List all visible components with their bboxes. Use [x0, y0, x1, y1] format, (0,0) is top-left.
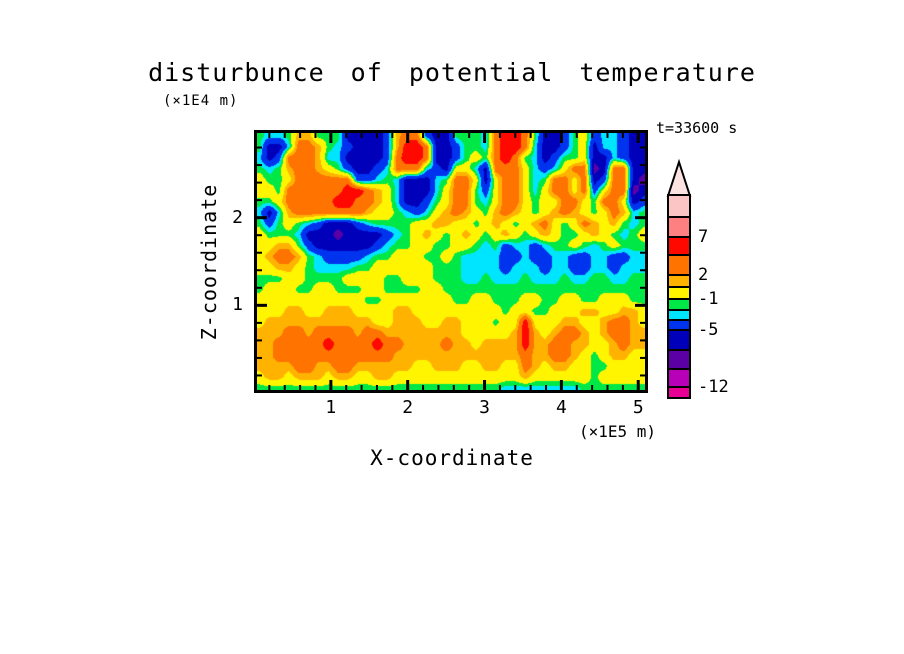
colorbar-box — [667, 236, 691, 256]
colorbar-arrow — [666, 158, 692, 197]
x-tick-label: 4 — [555, 397, 567, 418]
x-axis-unit-label: (×1E5 m) — [578, 422, 656, 441]
colorbar-box — [667, 274, 691, 288]
colorbar-tick-label: -12 — [698, 377, 729, 397]
colorbar-box — [667, 368, 691, 388]
colorbar-tick-label: 7 — [698, 227, 709, 247]
page-title: disturbunce of potential temperature — [148, 58, 756, 87]
colorbar-box — [667, 386, 691, 399]
y-tick-label: 2 — [232, 206, 243, 228]
x-tick-label: 1 — [325, 397, 337, 418]
x-tick-label: 5 — [632, 397, 644, 418]
heatmap-canvas — [254, 130, 648, 393]
colorbar-box — [667, 319, 691, 331]
time-annotation: t=33600 s — [656, 119, 738, 137]
y-axis-title: Z-coordinate — [197, 183, 221, 341]
colorbar-box — [667, 329, 691, 351]
colorbar-box — [667, 286, 691, 300]
colorbar-tick-label: -1 — [698, 289, 719, 309]
colorbar-box — [667, 216, 691, 238]
colorbar-box — [667, 194, 691, 218]
x-axis-title: X-coordinate — [370, 446, 534, 470]
colorbar-box — [667, 254, 691, 276]
y-tick-label: 1 — [232, 294, 243, 316]
x-tick-label: 3 — [479, 397, 490, 418]
colorbar-box — [667, 309, 691, 321]
x-tick-label: 2 — [402, 397, 414, 418]
colorbar-tick-label: 2 — [698, 265, 709, 285]
colorbar-tick-label: -5 — [698, 320, 719, 340]
colorbar-box — [667, 298, 691, 311]
colorbar-box — [667, 349, 691, 370]
y-axis-unit-label: (×1E4 m) — [163, 93, 239, 109]
